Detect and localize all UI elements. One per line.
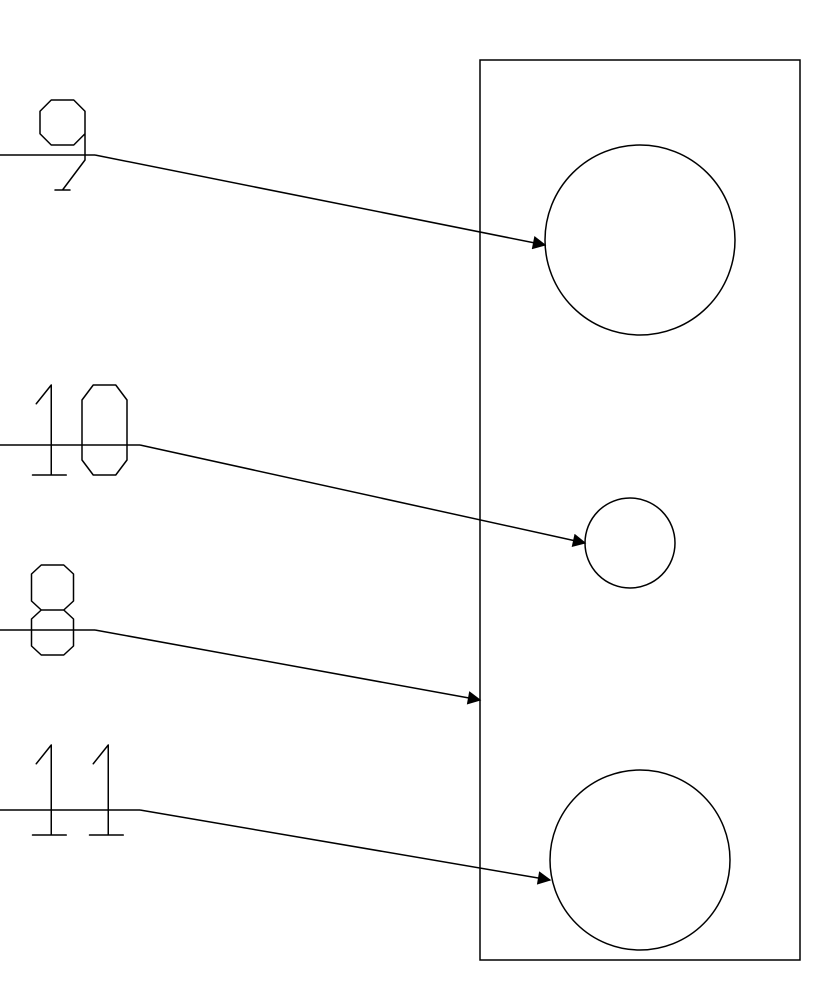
circle-bottom [550,770,730,950]
label-11 [33,745,124,835]
label-11-leader-arrow [140,810,550,880]
label-9-leader-arrow [95,155,545,245]
panel-rect [480,60,800,960]
circle-middle [585,498,675,588]
technical-diagram [0,0,836,1000]
label-8 [32,565,74,655]
label-10-leader-arrow [140,445,585,543]
circle-top [545,145,735,335]
label-10 [33,385,128,475]
label-8-leader-arrow [95,630,480,700]
label-9 [40,100,85,190]
